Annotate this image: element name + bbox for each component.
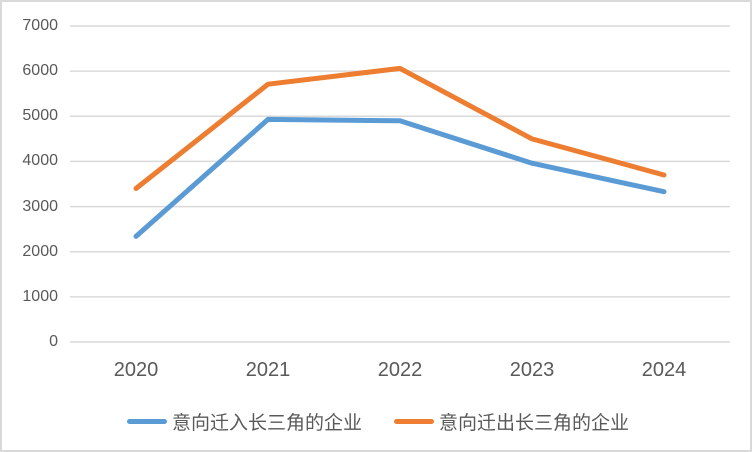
x-tick-label: 2020 <box>113 359 159 381</box>
legend-line-swatch-blue <box>126 418 167 424</box>
y-tick-label: 2000 <box>22 243 58 260</box>
y-tick-label: 4000 <box>22 152 58 169</box>
y-tick-label: 0 <box>49 333 58 350</box>
y-tick-label: 5000 <box>22 107 58 124</box>
y-tick-label: 6000 <box>22 62 58 79</box>
y-tick-label: 1000 <box>22 288 58 305</box>
x-tick-label: 2021 <box>245 359 291 381</box>
x-tick-label: 2023 <box>509 359 555 381</box>
x-tick-label: 2024 <box>641 359 687 381</box>
legend-label: 意向迁出长三角的企业 <box>439 412 630 434</box>
legend: 意向迁入长三角的企业 意向迁出长三角的企业 <box>2 406 750 436</box>
legend-line-swatch-orange <box>394 418 434 424</box>
legend-label: 意向迁入长三角的企业 <box>171 412 362 434</box>
x-tick-label: 2022 <box>377 359 423 381</box>
legend-item-move-out: 意向迁出长三角的企业 <box>394 408 629 435</box>
y-tick-label: 3000 <box>22 198 58 215</box>
legend-item-move-in: 意向迁入长三角的企业 <box>126 408 362 435</box>
y-tick-label: 7000 <box>22 17 58 34</box>
